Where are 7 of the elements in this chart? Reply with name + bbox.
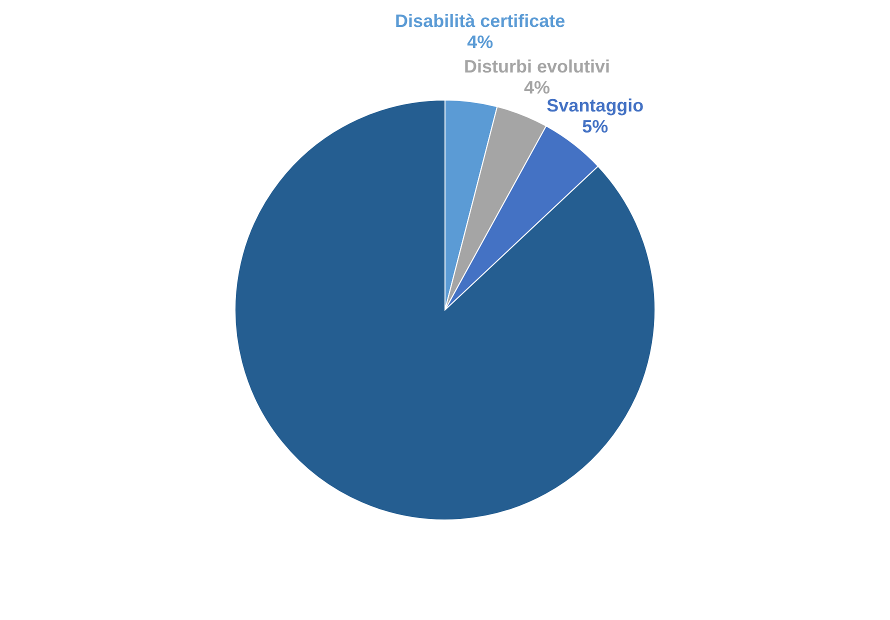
data-label: 4% xyxy=(524,78,550,98)
slice-label: Svantaggio xyxy=(546,95,644,116)
pie-slice xyxy=(234,100,656,520)
slice-label: Disturbi evolutivi xyxy=(464,56,610,77)
data-label: 4% xyxy=(467,32,494,52)
slice-label: Disabilità certificate xyxy=(395,11,566,32)
data-label: 5% xyxy=(582,116,608,136)
